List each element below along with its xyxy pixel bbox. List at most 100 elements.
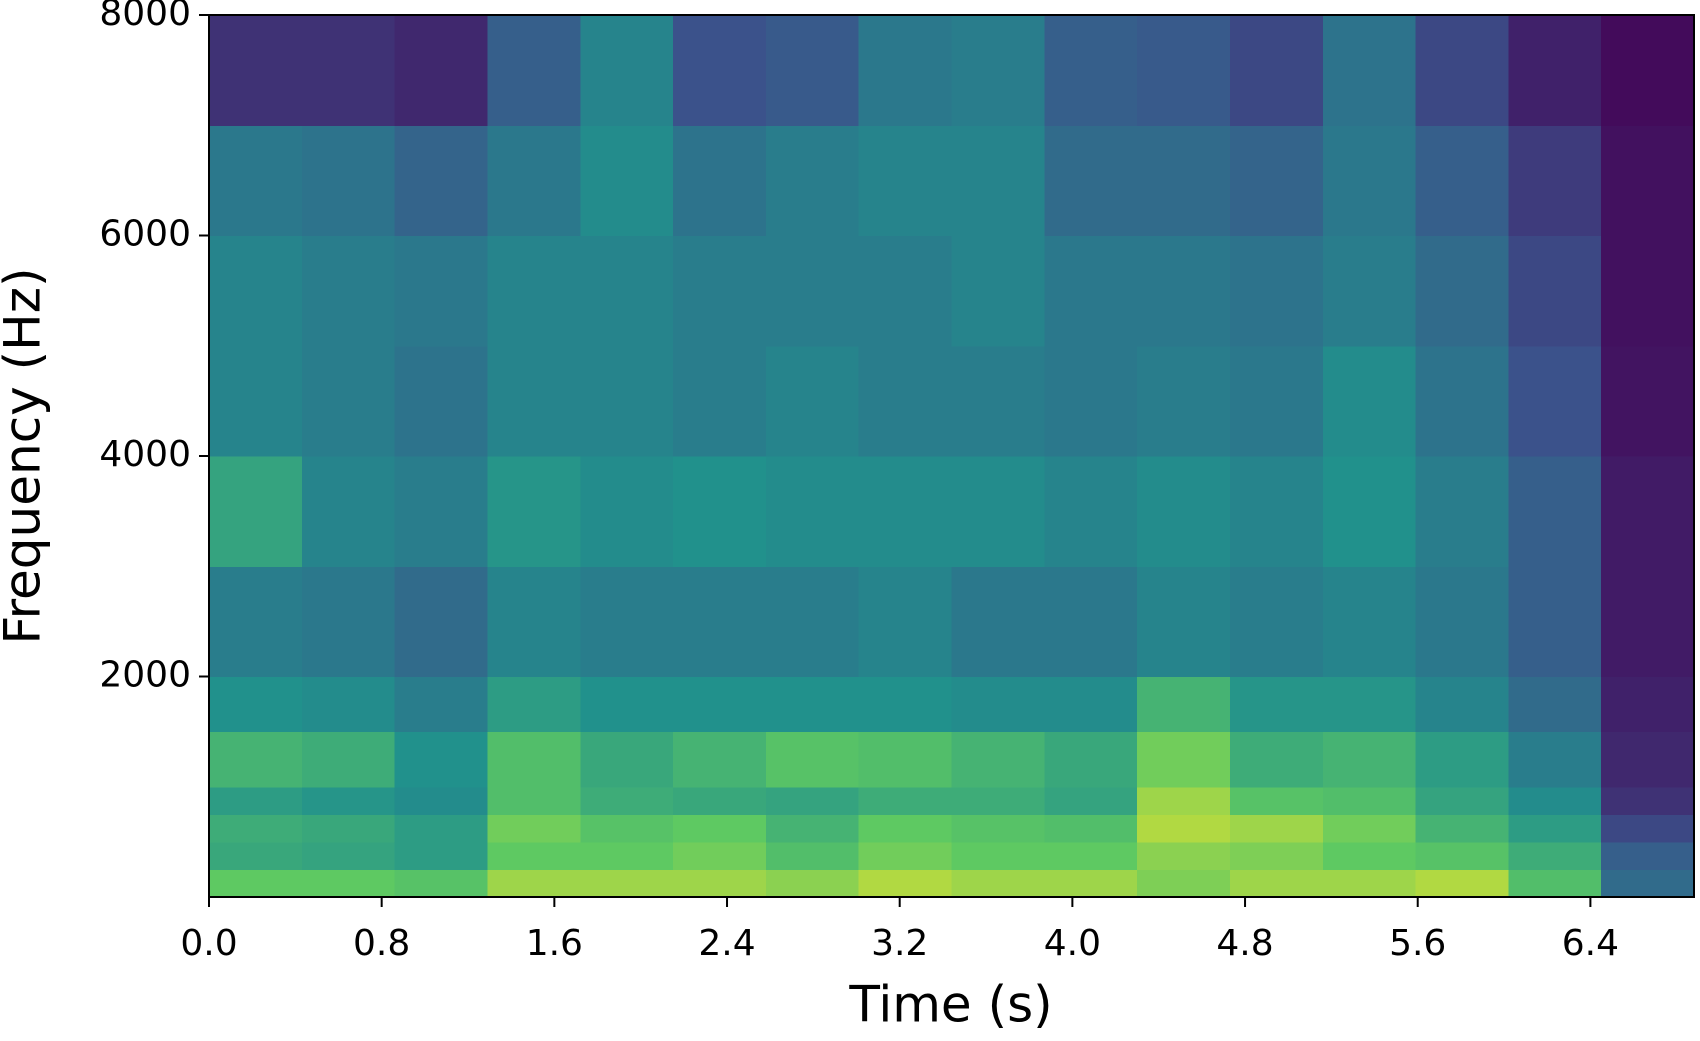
heatmap-cell — [1601, 814, 1695, 843]
heatmap-cell — [951, 731, 1045, 788]
heatmap-cell — [580, 235, 674, 347]
heatmap-cell — [1415, 235, 1509, 347]
heatmap-cell — [858, 345, 953, 457]
heatmap-cell — [301, 566, 396, 678]
heatmap-cell — [1044, 676, 1138, 733]
heatmap-cell — [1508, 841, 1602, 871]
heatmap-cell — [673, 676, 767, 733]
heatmap-cell — [673, 841, 767, 871]
heatmap-cell — [301, 869, 396, 898]
heatmap-cell — [209, 786, 303, 815]
heatmap-cell — [1508, 731, 1602, 788]
heatmap-cell — [394, 676, 489, 733]
heatmap-cell — [209, 456, 303, 567]
heatmap-cell — [673, 786, 767, 815]
heatmap-cell — [487, 235, 581, 347]
heatmap-cell — [487, 125, 581, 237]
heatmap-cell — [765, 345, 860, 457]
heatmap-cell — [1601, 676, 1695, 733]
heatmap-cell — [765, 814, 860, 843]
heatmap-cell — [580, 786, 674, 815]
heatmap-cell — [1044, 814, 1138, 843]
heatmap-cell — [951, 869, 1045, 898]
heatmap-cell — [951, 125, 1045, 237]
heatmap-cell — [487, 566, 581, 678]
heatmap-cell — [1322, 456, 1417, 567]
heatmap-cell — [1415, 786, 1509, 815]
heatmap-cell — [858, 15, 953, 126]
y-tick-label: 8000 — [99, 0, 191, 34]
heatmap-cell — [1229, 456, 1324, 567]
heatmap-cell — [209, 566, 303, 678]
heatmap-cell — [1137, 814, 1231, 843]
x-tick-label: 3.2 — [871, 923, 928, 964]
x-tick-label: 0.8 — [353, 923, 410, 964]
heatmap-cell — [1044, 869, 1138, 898]
heatmap-cell — [673, 731, 767, 788]
heatmap-cell — [209, 235, 303, 347]
heatmap-cell — [1044, 15, 1138, 126]
heatmap-cell — [487, 676, 581, 733]
heatmap-cell — [1137, 125, 1231, 237]
heatmap-cell — [1601, 869, 1695, 898]
heatmap-cell — [1229, 814, 1324, 843]
heatmap-cell — [394, 731, 489, 788]
heatmap-cell — [394, 814, 489, 843]
heatmap-cell — [1137, 731, 1231, 788]
heatmap-cell — [301, 814, 396, 843]
heatmap-cell — [301, 235, 396, 347]
heatmap-cell — [673, 15, 767, 126]
heatmap-cell — [1415, 566, 1509, 678]
x-tick-label: 0.0 — [180, 923, 237, 964]
heatmap-cell — [951, 566, 1045, 678]
heatmap-cell — [858, 125, 953, 237]
heatmap-cell — [673, 869, 767, 898]
x-tick-label: 6.4 — [1562, 923, 1619, 964]
y-axis-label: Frequency (Hz) — [0, 267, 52, 644]
heatmap-cell — [858, 676, 953, 733]
heatmap-cell — [765, 566, 860, 678]
heatmap-cell — [858, 869, 953, 898]
heatmap-cell — [1322, 731, 1417, 788]
heatmap-cell — [1415, 731, 1509, 788]
heatmap-cell — [394, 345, 489, 457]
x-axis-label: Time (s) — [848, 976, 1052, 1034]
heatmap-cell — [209, 676, 303, 733]
heatmap-cell — [1601, 786, 1695, 815]
heatmap-cell — [1508, 15, 1602, 126]
heatmap-cell — [1044, 235, 1138, 347]
heatmap-cell — [1137, 869, 1231, 898]
heatmap-cell — [580, 566, 674, 678]
heatmap-cell — [1322, 125, 1417, 237]
heatmap-cell — [1415, 676, 1509, 733]
heatmap-cell — [858, 814, 953, 843]
heatmap-cell — [1415, 814, 1509, 843]
heatmap-cell — [580, 15, 674, 126]
heatmap-cell — [1044, 786, 1138, 815]
heatmap-cell — [1601, 15, 1695, 126]
heatmap-cell — [580, 456, 674, 567]
heatmap-cell — [858, 235, 953, 347]
heatmap-cell — [580, 841, 674, 871]
heatmap-cell — [1229, 345, 1324, 457]
heatmap-cell — [301, 456, 396, 567]
heatmap-cell — [1137, 786, 1231, 815]
heatmap-cell — [1137, 841, 1231, 871]
x-tick-label: 4.8 — [1216, 923, 1273, 964]
heatmap-cell — [1229, 15, 1324, 126]
axes: 0.0 0.8 1.6 2.4 3.2 4.0 4.8 5.6 6.4 2000 4000 6000 8… — [99, 0, 1695, 964]
heatmap-cell — [1322, 676, 1417, 733]
y-tick-label: 6000 — [99, 214, 191, 255]
heatmap-cell — [1415, 869, 1509, 898]
heatmap-cell — [765, 841, 860, 871]
heatmap-cell — [487, 814, 581, 843]
heatmap-cell — [765, 869, 860, 898]
heatmap-cell — [1415, 125, 1509, 237]
heatmap-cell — [858, 841, 953, 871]
heatmap-cell — [209, 345, 303, 457]
heatmap-cell — [1601, 731, 1695, 788]
heatmap-cell — [765, 456, 860, 567]
heatmap-cell — [301, 125, 396, 237]
heatmap-cell — [1322, 235, 1417, 347]
